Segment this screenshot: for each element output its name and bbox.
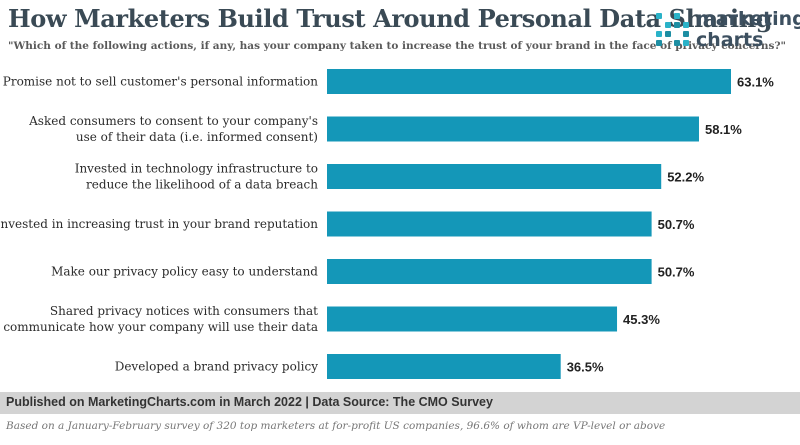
- bar: [327, 211, 652, 237]
- category-label: Shared privacy notices with consumers th…: [50, 304, 318, 318]
- bar: [327, 164, 662, 189]
- value-label: 50.7%: [658, 217, 695, 232]
- bar: [327, 354, 561, 379]
- logo-dot: [674, 22, 680, 28]
- bar: [327, 116, 699, 142]
- logo-dot: [656, 13, 662, 19]
- value-label: 58.1%: [705, 122, 742, 137]
- logo-dot: [656, 40, 662, 46]
- bar-chart: 63.1% Promise not to sell customer's pers…: [0, 69, 774, 379]
- bar: [327, 259, 652, 284]
- footer-bar: Published on MarketingCharts.com in Marc…: [0, 392, 800, 414]
- survey-note: Based on a January-February survey of 32…: [6, 420, 666, 432]
- logo-text-line2: charts: [696, 29, 764, 51]
- logo-dot: [665, 31, 671, 37]
- category-label: Invested in increasing trust in your bra…: [0, 217, 318, 231]
- logo-dot: [683, 31, 689, 37]
- category-label: Asked consumers to consent to your compa…: [28, 114, 318, 128]
- category-label: Developed a brand privacy policy: [115, 360, 319, 374]
- bar: [327, 306, 618, 332]
- category-label: Promise not to sell customer's personal …: [3, 75, 318, 89]
- value-label: 45.3%: [623, 312, 660, 327]
- category-label: Invested in technology infrastructure to: [75, 162, 318, 176]
- logo-dots-icon: [656, 13, 689, 46]
- chart-title: How Marketers Build Trust Around Persona…: [8, 4, 773, 33]
- chart-subtitle: "Which of the following actions, if any,…: [8, 40, 786, 52]
- footer-source: Published on MarketingCharts.com in Marc…: [6, 395, 493, 409]
- marketingcharts-logo[interactable]: marketing charts: [655, 10, 800, 54]
- category-label: use of their data (i.e. informed consent…: [76, 130, 318, 144]
- logo-dot: [665, 22, 671, 28]
- logo-dot: [683, 40, 689, 46]
- value-label: 50.7%: [658, 265, 695, 280]
- value-label: 52.2%: [667, 170, 704, 185]
- logo-dot: [656, 31, 662, 37]
- category-label: reduce the likelihood of a data breach: [86, 178, 318, 192]
- category-label: Make our privacy policy easy to understa…: [51, 265, 318, 279]
- category-label: communicate how your company will use th…: [3, 320, 318, 334]
- logo-dot: [683, 22, 689, 28]
- value-label: 36.5%: [567, 360, 604, 375]
- bar: [327, 69, 731, 94]
- logo-dot: [674, 40, 680, 46]
- value-label: 63.1%: [737, 75, 774, 90]
- logo-text-line1: marketing: [696, 8, 800, 30]
- logo-dot: [674, 13, 680, 19]
